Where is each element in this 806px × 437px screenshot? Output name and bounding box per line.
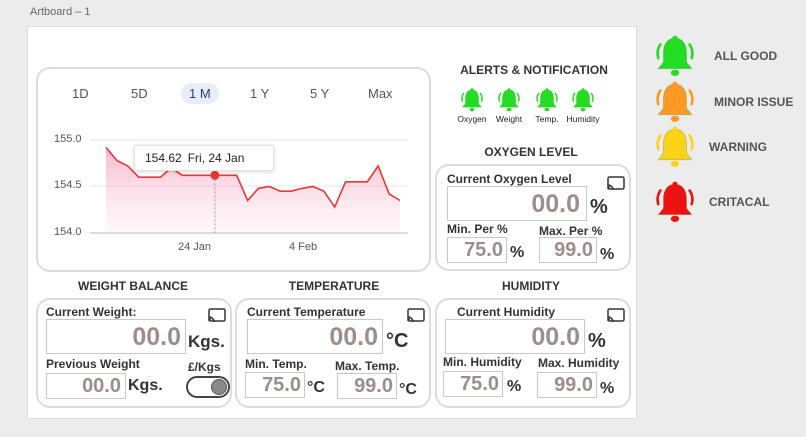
- x-tick-label: 4 Feb: [289, 241, 318, 253]
- current-weight-value: 00.0: [132, 323, 181, 351]
- current-weight-label: Current Weight:: [46, 305, 137, 319]
- artboard: 1D 5D 1 M 1 Y 5 Y Max 155.0 154.5 154.0 …: [27, 26, 637, 419]
- x-tick-label: 24 Jan: [178, 241, 212, 253]
- tooltip-date: Fri, 24 Jan: [187, 151, 245, 165]
- bell-icon: [460, 87, 484, 113]
- alert-label: Weight: [495, 114, 523, 124]
- previous-weight-value: 00.0: [82, 375, 121, 397]
- oxygen-title: OXYGEN LEVEL: [484, 145, 578, 159]
- cast-icon[interactable]: [607, 308, 625, 322]
- tab-1y[interactable]: 1 Y: [250, 86, 270, 101]
- cast-icon[interactable]: [607, 176, 625, 190]
- current-humidity-field: 00.0: [445, 319, 585, 354]
- bell-icon: [535, 87, 559, 113]
- price-chart: [90, 139, 408, 234]
- bell-icon: [497, 87, 521, 113]
- cast-icon[interactable]: [407, 308, 425, 322]
- temperature-title: TEMPERATURE: [288, 279, 380, 293]
- current-humidity-value: 00.0: [531, 323, 580, 351]
- status-bell-icon: [654, 34, 696, 78]
- y-tick-label: 154.0: [54, 226, 82, 238]
- max-temperature-value: 99.0: [354, 375, 393, 397]
- bell-icon: [571, 87, 595, 113]
- min-temperature-value: 75.0: [262, 374, 301, 396]
- alert-label: Oxygen: [457, 114, 487, 124]
- alert-label: Humidity: [566, 114, 600, 124]
- min-temperature-unit: °C: [307, 379, 325, 396]
- highlighted-point[interactable]: [210, 170, 220, 180]
- series-area: [106, 147, 400, 233]
- min-humidity-field[interactable]: 75.0: [443, 371, 503, 397]
- current-weight-unit: Kgs.: [188, 332, 225, 351]
- min-temperature-label: Min. Temp.: [245, 357, 307, 371]
- max-humidity-label: Max. Humidity: [538, 356, 620, 370]
- alerts-title: ALERTS & NOTIFICATION: [460, 63, 608, 77]
- max-temperature-unit: °C: [399, 381, 417, 398]
- artboard-title: Artboard – 1: [30, 6, 91, 18]
- tab-1d[interactable]: 1D: [72, 86, 89, 101]
- min-humidity-unit: %: [507, 378, 522, 395]
- previous-weight-field: 00.0: [46, 373, 126, 399]
- y-tick-label: 154.5: [54, 179, 82, 191]
- price-chart-panel: 1D 5D 1 M 1 Y 5 Y Max 155.0 154.5 154.0 …: [36, 67, 431, 272]
- min-temperature-field[interactable]: 75.0: [245, 372, 305, 398]
- current-temperature-value: 00.0: [329, 323, 378, 351]
- current-oxygen-field: 00.0: [447, 186, 587, 221]
- series-line: [105, 146, 401, 209]
- current-oxygen-value: 00.0: [531, 190, 580, 218]
- min-oxygen-value: 75.0: [464, 239, 503, 261]
- current-temperature-unit: °C: [386, 330, 409, 352]
- tab-max[interactable]: Max: [368, 86, 393, 101]
- max-oxygen-label: Max. Per %: [539, 224, 603, 238]
- max-humidity-unit: %: [600, 380, 615, 397]
- min-humidity-value: 75.0: [460, 373, 499, 395]
- current-humidity-unit: %: [588, 330, 606, 352]
- max-oxygen-unit: %: [600, 246, 615, 263]
- status-label: CRITACAL: [709, 195, 770, 209]
- current-temperature-label: Current Temperature: [247, 305, 366, 319]
- oxygen-panel: Current Oxygen Level 00.0 % Min. Per % M…: [435, 164, 631, 271]
- chart-tooltip: 154.62 Fri, 24 Jan: [134, 145, 274, 171]
- min-oxygen-label: Min. Per %: [447, 222, 508, 236]
- tab-5d[interactable]: 5D: [131, 86, 148, 101]
- humidity-panel: Current Humidity 00.0 % Min. Humidity Ma…: [435, 298, 631, 408]
- current-weight-field: 00.0: [46, 319, 186, 354]
- cast-icon[interactable]: [208, 308, 226, 322]
- y-tick-label: 155.0: [54, 133, 82, 145]
- tab-5y[interactable]: 5 Y: [310, 86, 330, 101]
- max-oxygen-value: 99.0: [554, 239, 593, 261]
- unit-toggle-label: £/Kgs: [188, 360, 221, 374]
- max-temperature-label: Max. Temp.: [335, 359, 400, 373]
- tooltip-value: 154.62: [145, 151, 182, 165]
- min-humidity-label: Min. Humidity: [443, 355, 522, 369]
- temperature-panel: Current Temperature 00.0 °C Min. Temp. M…: [235, 298, 431, 408]
- previous-weight-label: Previous Weight: [46, 357, 140, 371]
- weight-title: WEIGHT BALANCE: [78, 279, 188, 293]
- humidity-title: HUMIDITY: [502, 279, 560, 293]
- current-temperature-field: 00.0: [247, 319, 383, 354]
- min-oxygen-field[interactable]: 75.0: [447, 237, 507, 263]
- current-oxygen-label: Current Oxygen Level: [447, 172, 572, 186]
- status-bell-icon: [654, 125, 696, 169]
- max-temperature-field[interactable]: 99.0: [337, 373, 397, 399]
- status-label: ALL GOOD: [714, 49, 778, 63]
- max-humidity-field[interactable]: 99.0: [537, 372, 597, 398]
- max-humidity-value: 99.0: [554, 374, 593, 396]
- current-oxygen-unit: %: [590, 196, 608, 218]
- status-label: MINOR ISSUE: [714, 95, 794, 109]
- status-label: WARNING: [709, 140, 767, 154]
- tab-1m[interactable]: 1 M: [181, 83, 219, 104]
- previous-weight-unit: Kgs.: [128, 377, 163, 394]
- status-bell-icon: [654, 80, 696, 124]
- alert-label: Temp.: [535, 114, 559, 124]
- max-oxygen-field[interactable]: 99.0: [539, 237, 597, 263]
- toggle-knob: [211, 379, 227, 395]
- weight-panel: Current Weight: 00.0 Kgs. Previous Weigh…: [36, 298, 232, 408]
- unit-toggle[interactable]: [186, 376, 230, 398]
- status-bell-icon: [654, 180, 696, 224]
- current-humidity-label: Current Humidity: [457, 305, 556, 319]
- min-oxygen-unit: %: [510, 244, 525, 261]
